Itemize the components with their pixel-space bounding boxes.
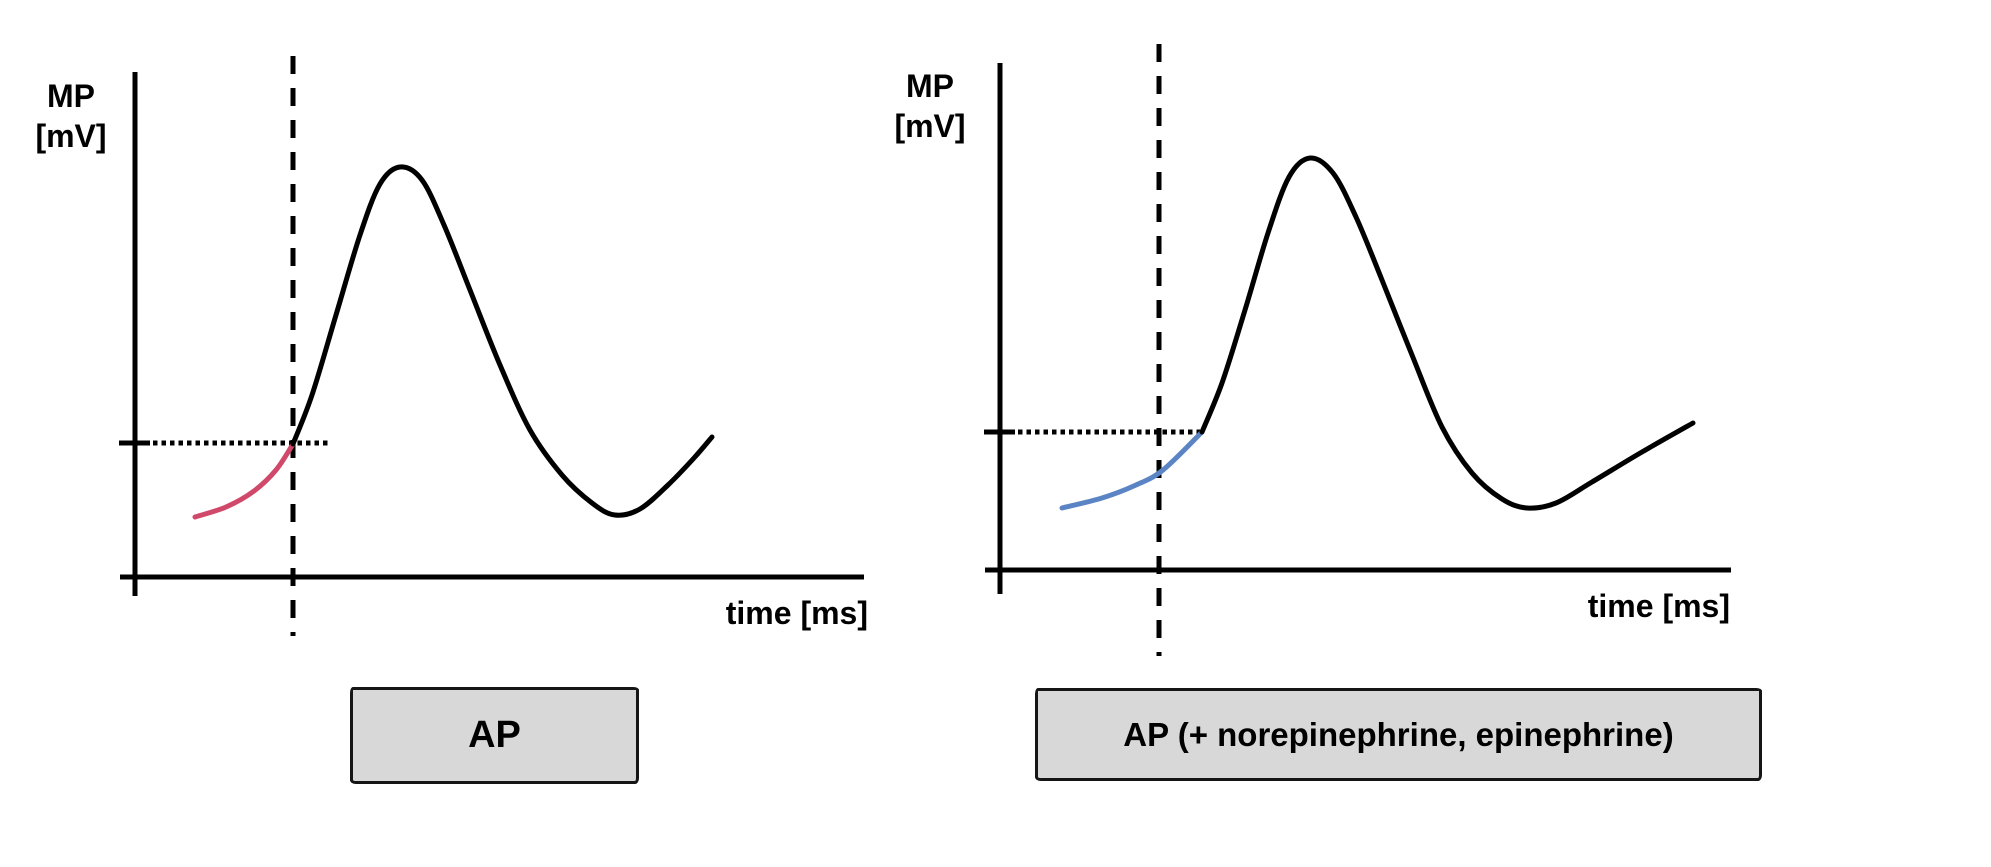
- y-axis-label-right: MP [mV]: [868, 66, 992, 146]
- pacemaker-potential-segment-path: [1059, 429, 1205, 511]
- x-axis-label-left: time [ms]: [725, 595, 868, 631]
- caption-box-ap: AP: [350, 687, 639, 784]
- y-axis-label-right-line2: [mV]: [894, 108, 966, 144]
- y-axis-label-left-line1: MP: [47, 78, 95, 114]
- action-potential-curve-path: [290, 164, 715, 518]
- x-axis-label-right: time [ms]: [1587, 588, 1730, 624]
- y-axis-label-left-line2: [mV]: [35, 118, 107, 154]
- panel-control-plot: [119, 56, 864, 636]
- caption-text-ap: AP: [468, 714, 521, 756]
- action-potential-curve-path: [1199, 155, 1696, 511]
- y-axis-label-left: MP [mV]: [9, 76, 133, 156]
- pacemaker-potential-segment-path: [192, 441, 296, 520]
- panel-norepinephrine-plot: [984, 44, 1731, 656]
- caption-box-ap-norepinephrine: AP (+ norepinephrine, epinephrine): [1035, 688, 1762, 781]
- caption-text-ap-norepinephrine: AP (+ norepinephrine, epinephrine): [1123, 715, 1674, 753]
- y-axis-label-right-line1: MP: [906, 68, 954, 104]
